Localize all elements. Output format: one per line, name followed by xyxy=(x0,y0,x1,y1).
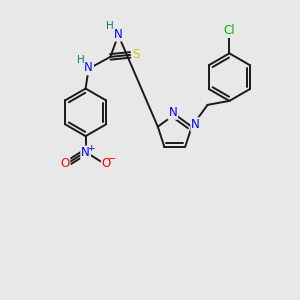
Text: N: N xyxy=(191,118,200,131)
Text: +: + xyxy=(87,143,94,152)
Text: N: N xyxy=(168,106,177,119)
Text: H: H xyxy=(77,55,85,65)
Text: −: − xyxy=(108,154,116,164)
Text: N: N xyxy=(84,61,93,74)
Text: N: N xyxy=(81,146,90,160)
Text: O: O xyxy=(60,158,69,170)
Text: S: S xyxy=(132,48,140,62)
Text: Cl: Cl xyxy=(224,24,235,37)
Text: H: H xyxy=(106,21,114,31)
Text: N: N xyxy=(114,28,123,40)
Text: O: O xyxy=(102,158,111,170)
